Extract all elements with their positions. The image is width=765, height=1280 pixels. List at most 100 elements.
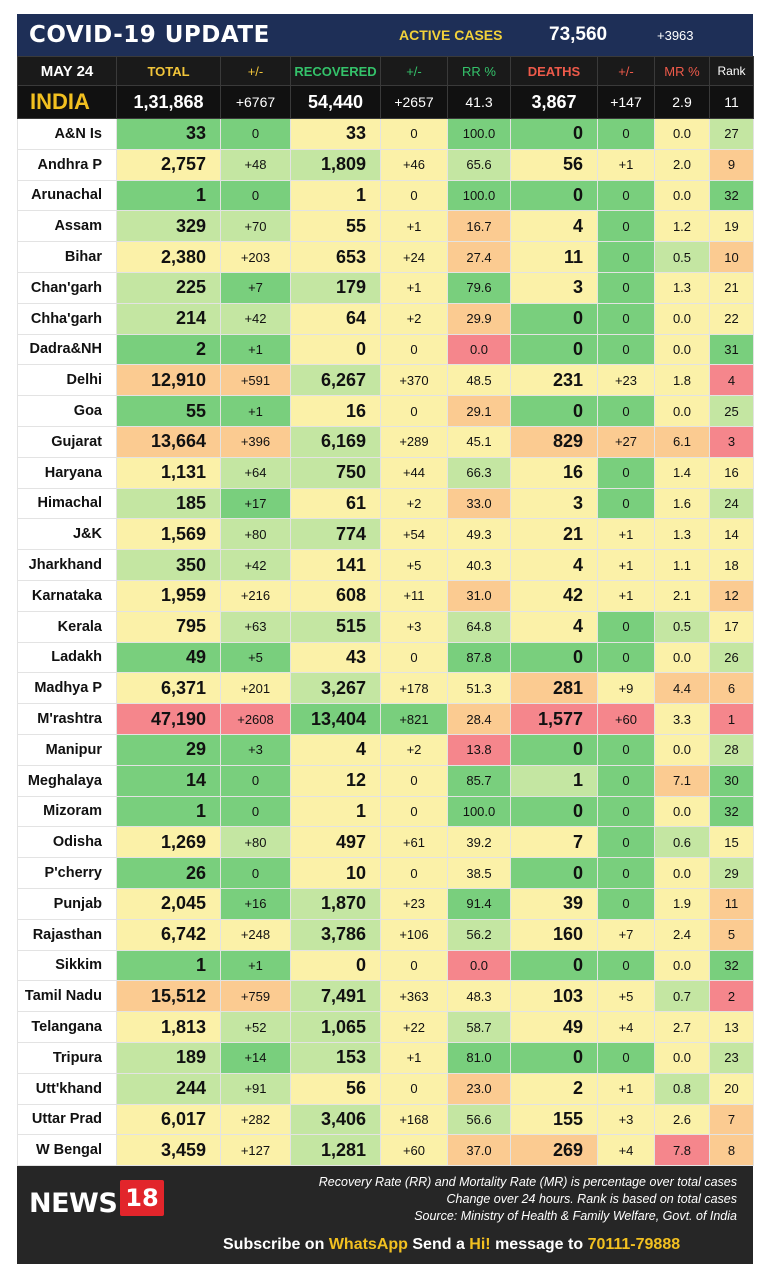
table-row: Ladakh 49 +5 43 0 87.8 0 0 0.0 26	[17, 641, 754, 674]
cell-mortality-rate: 0.0	[654, 795, 710, 828]
cell-deaths: 269	[510, 1134, 598, 1167]
cell-deaths: 2	[510, 1072, 598, 1105]
india-total-change: +6767	[220, 85, 291, 119]
cell-recovered: 43	[290, 641, 381, 674]
cell-rank: 13	[709, 1011, 754, 1043]
cell-total-change: +52	[220, 1011, 291, 1043]
table-row: Madhya P 6,371 +201 3,267 +178 51.3 281 +9 4.4 6	[17, 672, 754, 705]
cell-recovered-change: +178	[380, 672, 448, 705]
cell-deaths: 0	[510, 333, 598, 366]
cell-total: 2,045	[116, 887, 221, 920]
cell-deaths: 0	[510, 1041, 598, 1074]
india-deaths-change: +147	[597, 85, 655, 119]
cell-recovery-rate: 40.3	[447, 549, 511, 581]
cell-total-change: +70	[220, 210, 291, 243]
cell-total-change: +201	[220, 672, 291, 705]
cell-total-change: +80	[220, 826, 291, 859]
cell-recovered-change: 0	[380, 641, 448, 674]
state-name: Mizoram	[17, 795, 117, 828]
cell-rank: 11	[709, 887, 754, 920]
cell-rank: 2	[709, 980, 754, 1013]
cell-recovery-rate: 0.0	[447, 949, 511, 982]
cell-total: 350	[116, 549, 221, 581]
cell-rank: 10	[709, 241, 754, 273]
cell-total: 1,959	[116, 579, 221, 612]
footnote-rates: Recovery Rate (RR) and Mortality Rate (M…	[318, 1175, 737, 1190]
state-name: W Bengal	[17, 1134, 117, 1167]
cell-total-change: +203	[220, 241, 291, 273]
cell-mortality-rate: 0.0	[654, 333, 710, 366]
subscribe-number: 70111-79888	[587, 1236, 681, 1254]
recovered-change-header: +/-	[380, 56, 448, 86]
cell-recovered-change: 0	[380, 395, 448, 427]
subscribe-app: WhatsApp	[328, 1236, 408, 1254]
cell-recovery-rate: 100.0	[447, 118, 511, 150]
cell-rank: 5	[709, 918, 754, 951]
cell-total-change: +48	[220, 148, 291, 181]
state-name: Haryana	[17, 456, 117, 489]
cell-deaths: 4	[510, 610, 598, 643]
cell-deaths: 49	[510, 1011, 598, 1043]
cell-recovery-rate: 65.6	[447, 148, 511, 181]
cell-mortality-rate: 7.8	[654, 1134, 710, 1167]
cell-total-change: +5	[220, 641, 291, 674]
cell-deaths-change: 0	[597, 857, 655, 889]
cell-recovery-rate: 48.5	[447, 364, 511, 397]
cell-recovered-change: 0	[380, 949, 448, 982]
page-title: COVID-19 UPDATE	[29, 22, 270, 48]
cell-deaths-change: 0	[597, 795, 655, 828]
infographic: COVID-19 UPDATE ACTIVE CASES 73,560 +396…	[17, 14, 754, 1265]
cell-total-change: +64	[220, 456, 291, 489]
cell-mortality-rate: 0.0	[654, 179, 710, 212]
cell-deaths-change: +23	[597, 364, 655, 397]
cell-recovery-rate: 85.7	[447, 764, 511, 797]
table-row: Dadra&NH 2 +1 0 0 0.0 0 0 0.0 31	[17, 333, 754, 366]
cell-recovery-rate: 37.0	[447, 1134, 511, 1167]
cell-mortality-rate: 0.0	[654, 395, 710, 427]
cell-deaths: 3	[510, 487, 598, 520]
cell-recovered-change: +2	[380, 733, 448, 766]
cell-total: 1,813	[116, 1011, 221, 1043]
cell-deaths: 0	[510, 949, 598, 982]
cell-total: 185	[116, 487, 221, 520]
cell-deaths-change: +1	[597, 148, 655, 181]
india-recovered-change: +2657	[380, 85, 448, 119]
table-row: Kerala 795 +63 515 +3 64.8 4 0 0.5 17	[17, 610, 754, 643]
cell-total-change: +2608	[220, 703, 291, 735]
state-name: Assam	[17, 210, 117, 243]
cell-total-change: 0	[220, 179, 291, 212]
table-row: Utt'khand 244 +91 56 0 23.0 2 +1 0.8 20	[17, 1072, 754, 1105]
cell-deaths-change: 0	[597, 887, 655, 920]
cell-recovered: 10	[290, 857, 381, 889]
cell-total-change: +80	[220, 518, 291, 551]
state-name: Bihar	[17, 241, 117, 273]
total-change-header: +/-	[220, 56, 291, 86]
cell-recovered-change: +2	[380, 487, 448, 520]
cell-total-change: +3	[220, 733, 291, 766]
table-row: J&K 1,569 +80 774 +54 49.3 21 +1 1.3 14	[17, 518, 754, 551]
cell-recovered-change: 0	[380, 1072, 448, 1105]
cell-total: 14	[116, 764, 221, 797]
cell-recovered: 55	[290, 210, 381, 243]
cell-rank: 9	[709, 148, 754, 181]
cell-recovered-change: 0	[380, 764, 448, 797]
cell-recovered: 7,491	[290, 980, 381, 1013]
cell-recovered-change: +370	[380, 364, 448, 397]
cell-total: 1	[116, 949, 221, 982]
cell-rank: 21	[709, 271, 754, 304]
cell-mortality-rate: 3.3	[654, 703, 710, 735]
cell-total: 244	[116, 1072, 221, 1105]
state-name: Kerala	[17, 610, 117, 643]
cell-total: 55	[116, 395, 221, 427]
subscribe-line: Subscribe on WhatsApp Send a Hi! message…	[223, 1236, 680, 1254]
cell-recovered: 653	[290, 241, 381, 273]
state-name: Gujarat	[17, 425, 117, 458]
state-name: P'cherry	[17, 857, 117, 889]
cell-deaths: 103	[510, 980, 598, 1013]
subscribe-prefix: Subscribe on	[223, 1236, 325, 1254]
cell-deaths: 0	[510, 857, 598, 889]
state-name: Telangana	[17, 1011, 117, 1043]
cell-mortality-rate: 1.4	[654, 456, 710, 489]
cell-deaths: 1,577	[510, 703, 598, 735]
cell-rank: 27	[709, 118, 754, 150]
